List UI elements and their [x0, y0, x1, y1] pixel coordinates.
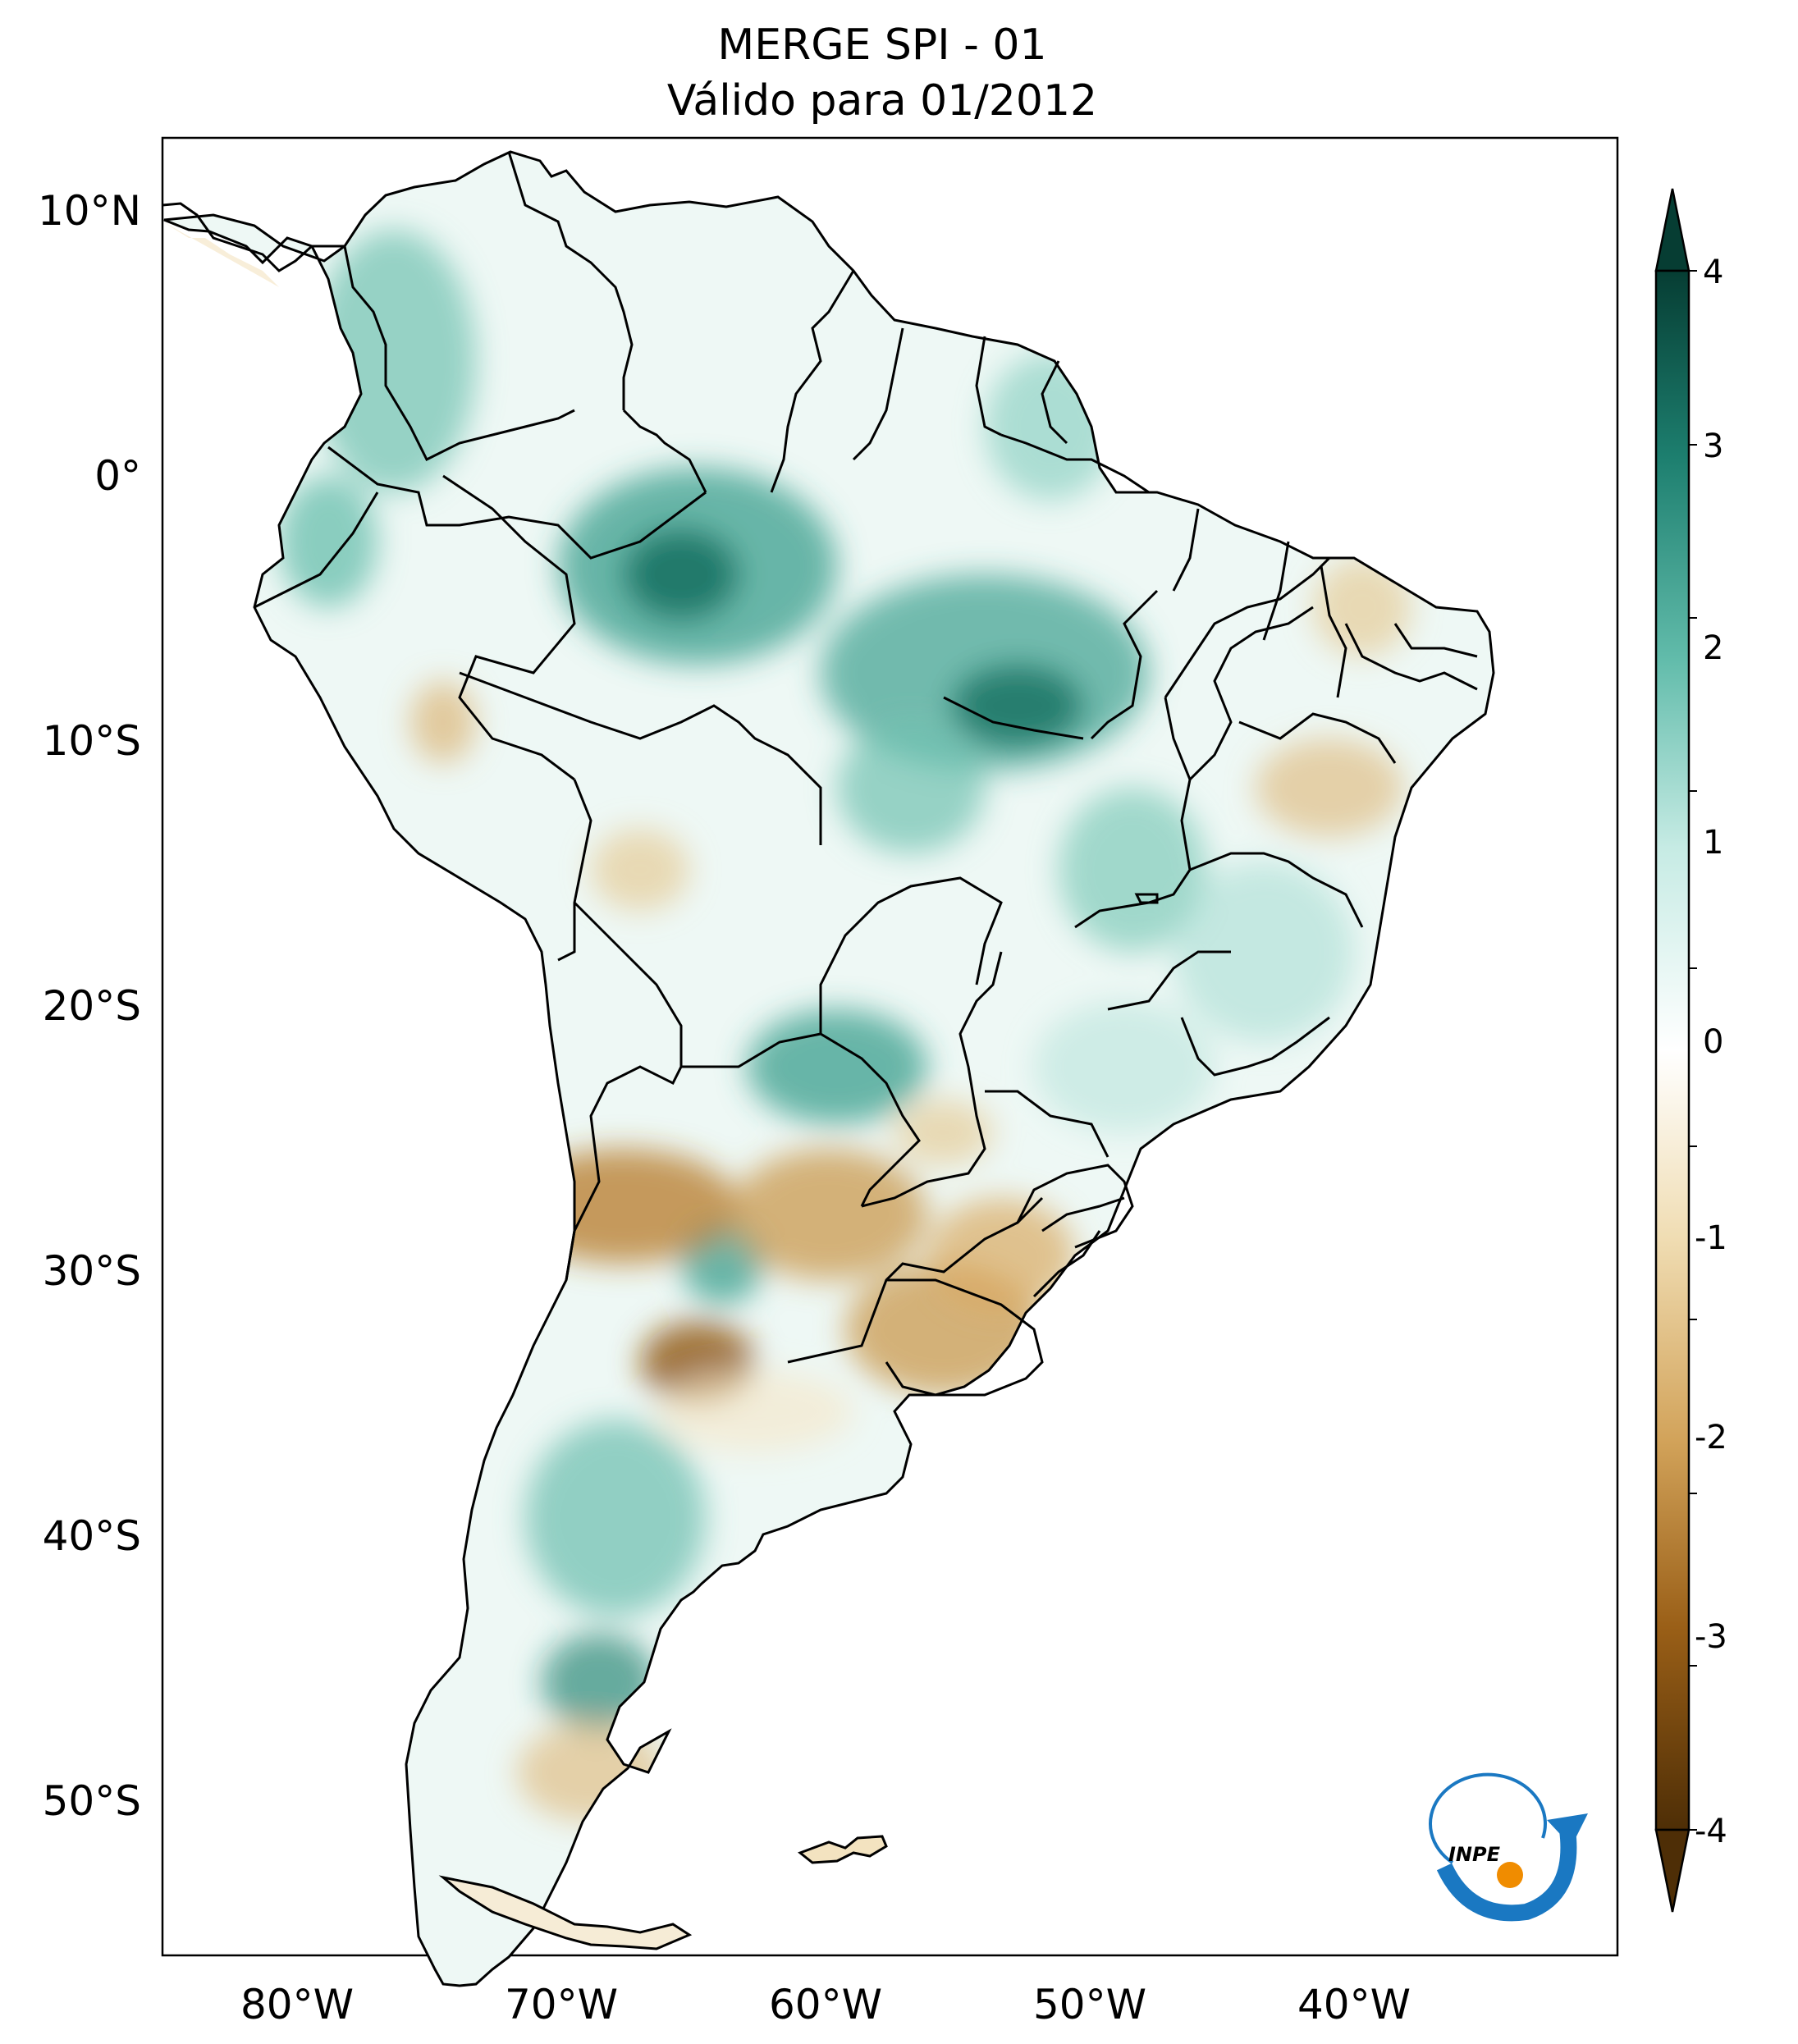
lon-label-50w: 50°W [1033, 1981, 1146, 2028]
colorbar-tick-3: 3 [1703, 428, 1723, 465]
lat-label-20s: 20°S [43, 982, 141, 1030]
map-title-line2: Válido para 01/2012 [667, 76, 1097, 126]
colorbar-tick-minus-1: -1 [1695, 1219, 1727, 1257]
colorbar-tick-2: 2 [1703, 629, 1723, 667]
lon-label-40w: 40°W [1297, 1981, 1411, 2028]
lat-label-10n: 10°N [38, 187, 141, 235]
central-america-fill [162, 222, 279, 287]
colorbar-tick-minus-4: -4 [1695, 1813, 1727, 1850]
inpe-logo-orbit [1429, 1772, 1547, 1864]
colorbar-tick-minus-3: -3 [1695, 1618, 1727, 1656]
map-title-line1: MERGE SPI - 01 [717, 21, 1046, 70]
colorbar: 4 3 2 1 0 -1 -2 -3 -4 [1654, 188, 1727, 1913]
lat-label-0: 0° [94, 452, 141, 500]
falkland-islands [797, 1835, 888, 1864]
lon-label-70w: 70°W [505, 1981, 618, 2028]
colorbar-tick-0: 0 [1703, 1023, 1723, 1061]
inpe-logo-swoosh [1436, 1828, 1577, 1922]
colorbar-min-extension [1654, 1828, 1690, 1913]
colorbar-tick-minus-2: -2 [1695, 1419, 1727, 1456]
lon-label-80w: 80°W [240, 1981, 354, 2028]
lon-label-60w: 60°W [769, 1981, 882, 2028]
inpe-logo-text: INPE [1448, 1843, 1501, 1866]
inpe-logo: INPE [1429, 1772, 1588, 1922]
central-america-outline [162, 202, 345, 272]
colorbar-tick-4: 4 [1703, 254, 1723, 291]
latitude-axis: 10°N 0° 10°S 20°S 30°S 40°S 50°S [38, 187, 141, 1825]
longitude-axis: 80°W 70°W 60°W 50°W 40°W [240, 1981, 1411, 2028]
colorbar-gradient [1654, 269, 1690, 1831]
inpe-logo-arrow [1547, 1813, 1588, 1846]
lat-label-40s: 40°S [43, 1512, 141, 1560]
lat-label-10s: 10°S [43, 717, 141, 765]
colorbar-max-extension [1654, 188, 1690, 272]
lat-label-30s: 30°S [43, 1247, 141, 1295]
inpe-logo-dot [1497, 1862, 1523, 1888]
lat-label-50s: 50°S [43, 1777, 141, 1825]
political-borders [254, 151, 1478, 1397]
colorbar-tick-1: 1 [1703, 824, 1723, 862]
tierra-del-fuego [438, 1875, 693, 1950]
